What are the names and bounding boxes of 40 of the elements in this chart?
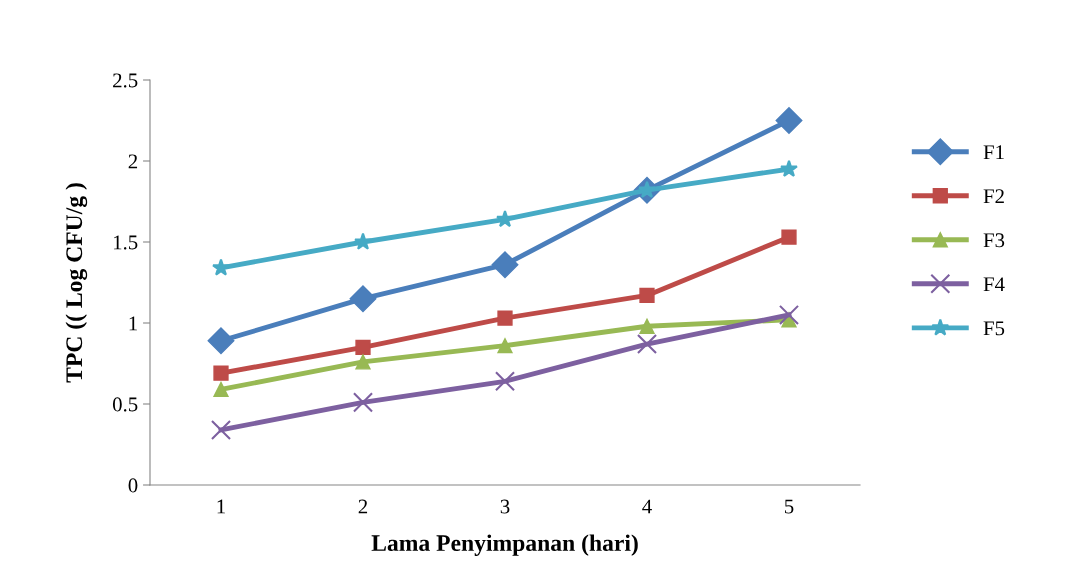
point — [639, 318, 655, 334]
point — [780, 159, 798, 177]
x-tick-label: 1 — [217, 499, 225, 514]
point — [497, 310, 513, 326]
point — [491, 251, 519, 279]
point — [207, 327, 235, 355]
legend-label: F2 — [983, 189, 1004, 204]
point — [636, 333, 658, 355]
legend-label: F4 — [983, 277, 1005, 292]
legend-label: F1 — [983, 145, 1004, 160]
point — [355, 354, 371, 370]
x-axis-title: Lama Penyimpanan (hari) — [371, 534, 638, 556]
y-tick-label: 1 — [129, 316, 137, 331]
point — [352, 392, 374, 413]
point — [494, 371, 516, 392]
point — [212, 258, 230, 276]
point — [497, 338, 513, 354]
x-tick-label: 2 — [358, 499, 368, 514]
point — [639, 287, 655, 304]
point — [349, 285, 377, 313]
y-axis-title: TPC (( Log CFU/g ) — [65, 183, 88, 383]
x-tick-label: 5 — [785, 499, 794, 514]
point — [354, 232, 372, 250]
x-tick-label: 4 — [642, 499, 652, 514]
y-tick-label: 2 — [128, 154, 138, 169]
legend-label: F3 — [983, 233, 1005, 248]
point — [496, 209, 514, 228]
x-tick-label: 3 — [500, 499, 510, 514]
point — [213, 381, 229, 398]
point — [775, 107, 803, 134]
point — [213, 365, 229, 381]
point — [210, 419, 232, 440]
point — [781, 229, 797, 245]
point — [355, 339, 371, 355]
y-tick-label: 2.5 — [113, 73, 138, 88]
legend-label: F5 — [983, 321, 1005, 336]
y-tick-label: 0 — [128, 478, 138, 493]
point — [778, 304, 800, 325]
y-tick-label: 0.5 — [112, 397, 138, 412]
y-tick-label: 1.5 — [113, 235, 138, 250]
